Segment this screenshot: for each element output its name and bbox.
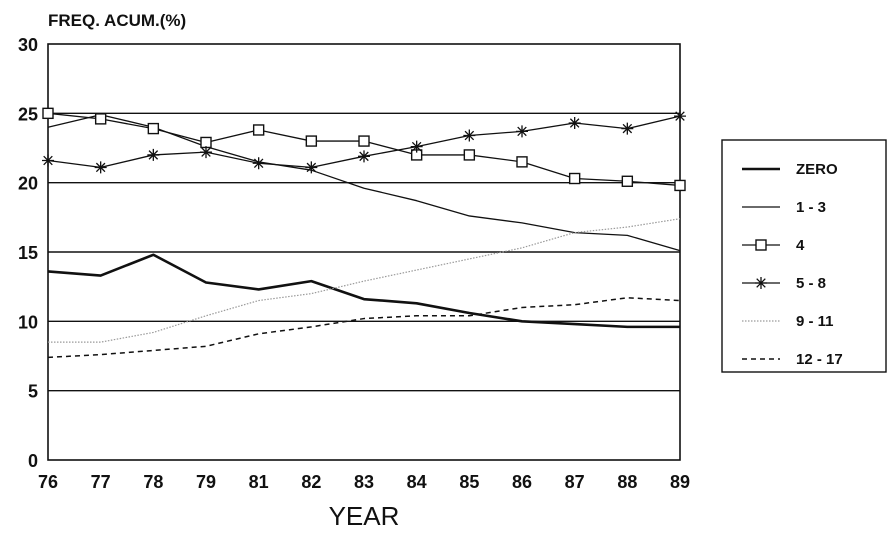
series-4 <box>48 218 681 343</box>
legend-label: 4 <box>796 237 805 254</box>
square-marker <box>568 172 581 185</box>
y-axis-label: FREQ. ACUM.(%) <box>48 11 186 30</box>
x-axis-label: YEAR <box>329 501 400 531</box>
y-tick-label: 0 <box>28 451 38 471</box>
star-marker <box>94 161 107 174</box>
legend-label: 1 - 3 <box>796 199 826 216</box>
x-tick-label: 77 <box>91 472 111 492</box>
legend-label: 9 - 11 <box>796 313 834 330</box>
legend-item: ZERO <box>742 161 838 178</box>
star-marker <box>410 140 423 153</box>
series-line <box>47 253 680 329</box>
legend-item: 5 - 8 <box>742 275 826 292</box>
x-tick-label: 79 <box>196 472 216 492</box>
square-marker <box>94 113 107 125</box>
square-marker <box>305 135 318 147</box>
square-marker <box>42 107 54 120</box>
legend-item: 4 <box>742 237 805 254</box>
star-marker <box>252 157 265 170</box>
legend-label: ZERO <box>796 161 838 178</box>
x-tick-label: 83 <box>354 472 374 492</box>
x-tick-label: 89 <box>670 472 690 492</box>
star-marker <box>200 146 212 159</box>
legend-item: 1 - 3 <box>742 199 826 216</box>
x-tick-label: 86 <box>512 472 532 492</box>
x-tick-labels: 76 77 78 79 81 82 83 84 85 86 87 88 89 <box>38 472 690 492</box>
legend-label: 12 - 17 <box>796 351 843 368</box>
square-marker <box>252 124 265 136</box>
star-marker <box>463 129 476 142</box>
legend: ZERO 1 - 3 4 5 - 8 9 - 11 12 - 17 <box>721 139 887 373</box>
series-0 <box>47 253 680 329</box>
x-tick-label: 78 <box>143 472 163 492</box>
square-marker <box>621 175 634 187</box>
square-marker <box>147 122 160 135</box>
star-marker <box>147 148 160 161</box>
legend-label: 5 - 8 <box>796 275 826 292</box>
legend-box <box>721 139 887 373</box>
series-line <box>47 297 681 359</box>
series-layer <box>42 107 686 359</box>
legend-item: 12 - 17 <box>742 351 843 368</box>
legend-item: 9 - 11 <box>742 313 834 330</box>
square-marker <box>200 136 212 149</box>
y-tick-label: 30 <box>18 35 38 55</box>
x-tick-label: 88 <box>617 472 637 492</box>
x-tick-label: 87 <box>565 472 585 492</box>
series-2 <box>42 107 686 192</box>
square-marker <box>674 179 686 192</box>
y-tick-labels: 0 5 10 15 20 25 30 <box>18 35 38 471</box>
y-tick-label: 5 <box>28 382 38 402</box>
y-tick-label: 20 <box>18 174 38 194</box>
square-marker <box>516 156 528 168</box>
star-marker <box>358 150 370 163</box>
star-marker <box>42 154 54 167</box>
star-marker <box>674 110 686 123</box>
legend-marker <box>755 239 767 251</box>
series-line <box>48 218 681 343</box>
x-tick-label: 82 <box>301 472 321 492</box>
x-tick-label: 76 <box>38 472 58 492</box>
y-tick-label: 10 <box>18 312 38 332</box>
x-tick-label: 85 <box>459 472 479 492</box>
x-tick-label: 84 <box>407 472 427 492</box>
series-5 <box>47 297 681 359</box>
series-3 <box>42 110 686 174</box>
star-marker <box>516 125 528 138</box>
y-tick-label: 15 <box>18 243 38 263</box>
star-marker <box>305 161 318 174</box>
legend-marker <box>755 277 767 289</box>
star-marker <box>621 122 634 135</box>
y-tick-label: 25 <box>18 104 38 124</box>
square-marker <box>463 149 476 161</box>
square-marker <box>358 135 370 147</box>
x-tick-label: 81 <box>249 472 269 492</box>
plot-frame <box>47 43 681 461</box>
star-marker <box>568 117 581 130</box>
